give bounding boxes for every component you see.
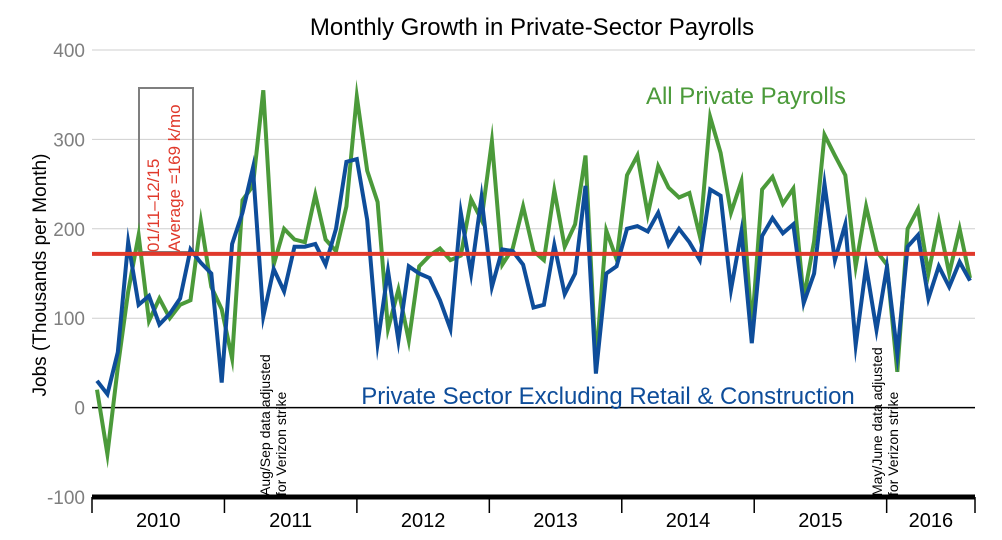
strike-note-2016-line1: May/June data adjusted: [869, 347, 885, 496]
y-tick--100: -100: [47, 488, 85, 509]
x-tick-2014: 2014: [666, 510, 711, 532]
average-label-line2: Average =169 k/mo: [165, 104, 184, 252]
average-label-line1: 01/11–12/15: [144, 159, 163, 252]
y-tick-0: 0: [74, 399, 85, 420]
legend-all-private: All Private Payrolls: [646, 83, 846, 110]
x-axis: [91, 494, 976, 513]
y-axis-label: Jobs (Thousands per Month): [30, 154, 51, 397]
x-tick-2016: 2016: [909, 510, 954, 532]
x-tick-2010: 2010: [136, 510, 181, 532]
legend-excluding-retail-construction: Private Sector Excluding Retail & Constr…: [361, 383, 855, 410]
x-tick-2012: 2012: [401, 510, 446, 532]
y-tick-200: 200: [53, 220, 85, 241]
strike-note-2011-line2: for Verizon strike: [273, 392, 289, 496]
y-tick-labels: -100 0 100 200 300 400: [47, 41, 85, 509]
strike-note-2011-line1: Aug/Sep data adjusted: [257, 354, 273, 496]
strike-note-2016-line2: for Verizon strike: [885, 392, 901, 496]
y-tick-300: 300: [53, 130, 85, 151]
series-layer: [95, 79, 972, 469]
chart-title: Monthly Growth in Private-Sector Payroll…: [310, 14, 754, 41]
y-tick-400: 400: [53, 41, 85, 62]
y-tick-100: 100: [53, 309, 85, 330]
x-tick-2013: 2013: [533, 510, 578, 532]
x-tick-labels: 2010 2011 2012 2013 2014 2015 2016: [136, 510, 953, 532]
series-line-excluding-retail-construction: [95, 154, 972, 399]
x-tick-2015: 2015: [798, 510, 843, 532]
series-line-all-private: [95, 79, 972, 469]
x-tick-2011: 2011: [269, 510, 312, 532]
